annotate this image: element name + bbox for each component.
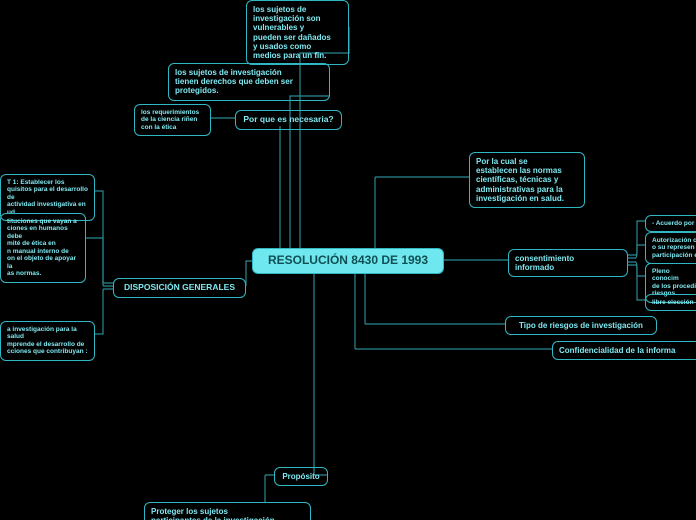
- connector: [365, 274, 505, 324]
- node-disposicion[interactable]: DISPOSICIÓN GENERALES: [113, 278, 246, 298]
- connector: [628, 221, 645, 255]
- node-label: Confidencialidad de la informa: [559, 346, 695, 355]
- node-acuerdo[interactable]: - Acuerdo por: [645, 215, 696, 232]
- connector: [355, 274, 552, 349]
- node-label: los sujetos de investigación son vulnera…: [253, 5, 342, 60]
- connector: [95, 191, 113, 283]
- node-instituciones[interactable]: tituciones que vayan a ciones en humanos…: [0, 213, 86, 283]
- node-label: a investigación para la salud mprende el…: [7, 326, 88, 356]
- connector: [628, 245, 645, 258]
- connector: [628, 265, 645, 300]
- connector: [95, 289, 113, 334]
- node-proposito[interactable]: Propósito: [274, 467, 328, 486]
- node-label: DISPOSICIÓN GENERALES: [120, 283, 239, 293]
- node-label: Por la cual se establecen las normas cie…: [476, 157, 578, 203]
- node-confidencialidad[interactable]: Confidencialidad de la informa: [552, 341, 696, 360]
- connector: [265, 475, 274, 502]
- node-label: Proteger los sujetos participantes de la…: [151, 507, 304, 520]
- node-normas[interactable]: Por la cual se establecen las normas cie…: [469, 152, 585, 208]
- node-derechos[interactable]: los sujetos de investigación tienen dere…: [168, 63, 330, 101]
- node-label: los sujetos de investigación tienen dere…: [175, 68, 323, 96]
- node-label: tituciones que vayan a ciones en humanos…: [7, 218, 79, 278]
- connector: [375, 177, 469, 248]
- node-requerimientos[interactable]: los requerimientos de la ciencia riñen c…: [134, 104, 211, 136]
- node-vulnerables[interactable]: los sujetos de investigación son vulnera…: [246, 0, 349, 65]
- node-label: los requerimientos de la ciencia riñen c…: [141, 109, 204, 131]
- node-autorizacion[interactable]: Autorización c o su represen participaci…: [645, 232, 696, 264]
- node-proteger[interactable]: Proteger los sujetos participantes de la…: [144, 502, 311, 520]
- connector: [86, 238, 113, 286]
- node-riesgos[interactable]: Tipo de riesgos de investigación: [505, 316, 657, 335]
- node-necesaria[interactable]: Por que es necesaria?: [235, 110, 342, 130]
- node-label: Propósito: [281, 472, 321, 481]
- node-label: consentimiento informado: [515, 254, 621, 272]
- node-label: T 1: Establecer los quisitos para el des…: [7, 179, 88, 216]
- connector: [314, 274, 328, 475]
- node-label: - Acuerdo por: [652, 220, 696, 227]
- node-central[interactable]: RESOLUCIÓN 8430 DE 1993: [252, 248, 444, 274]
- node-libre[interactable]: libre elección: [645, 294, 696, 311]
- node-label: libre elección: [652, 299, 696, 306]
- node-label: Tipo de riesgos de investigación: [512, 321, 650, 330]
- node-label: Autorización c o su represen participaci…: [652, 237, 696, 259]
- node-label: Por que es necesaria?: [242, 115, 335, 125]
- node-consentimiento[interactable]: consentimiento informado: [508, 249, 628, 277]
- connector: [628, 262, 645, 276]
- node-label: RESOLUCIÓN 8430 DE 1993: [268, 254, 428, 268]
- node-lasalud[interactable]: a investigación para la salud mprende el…: [0, 321, 95, 361]
